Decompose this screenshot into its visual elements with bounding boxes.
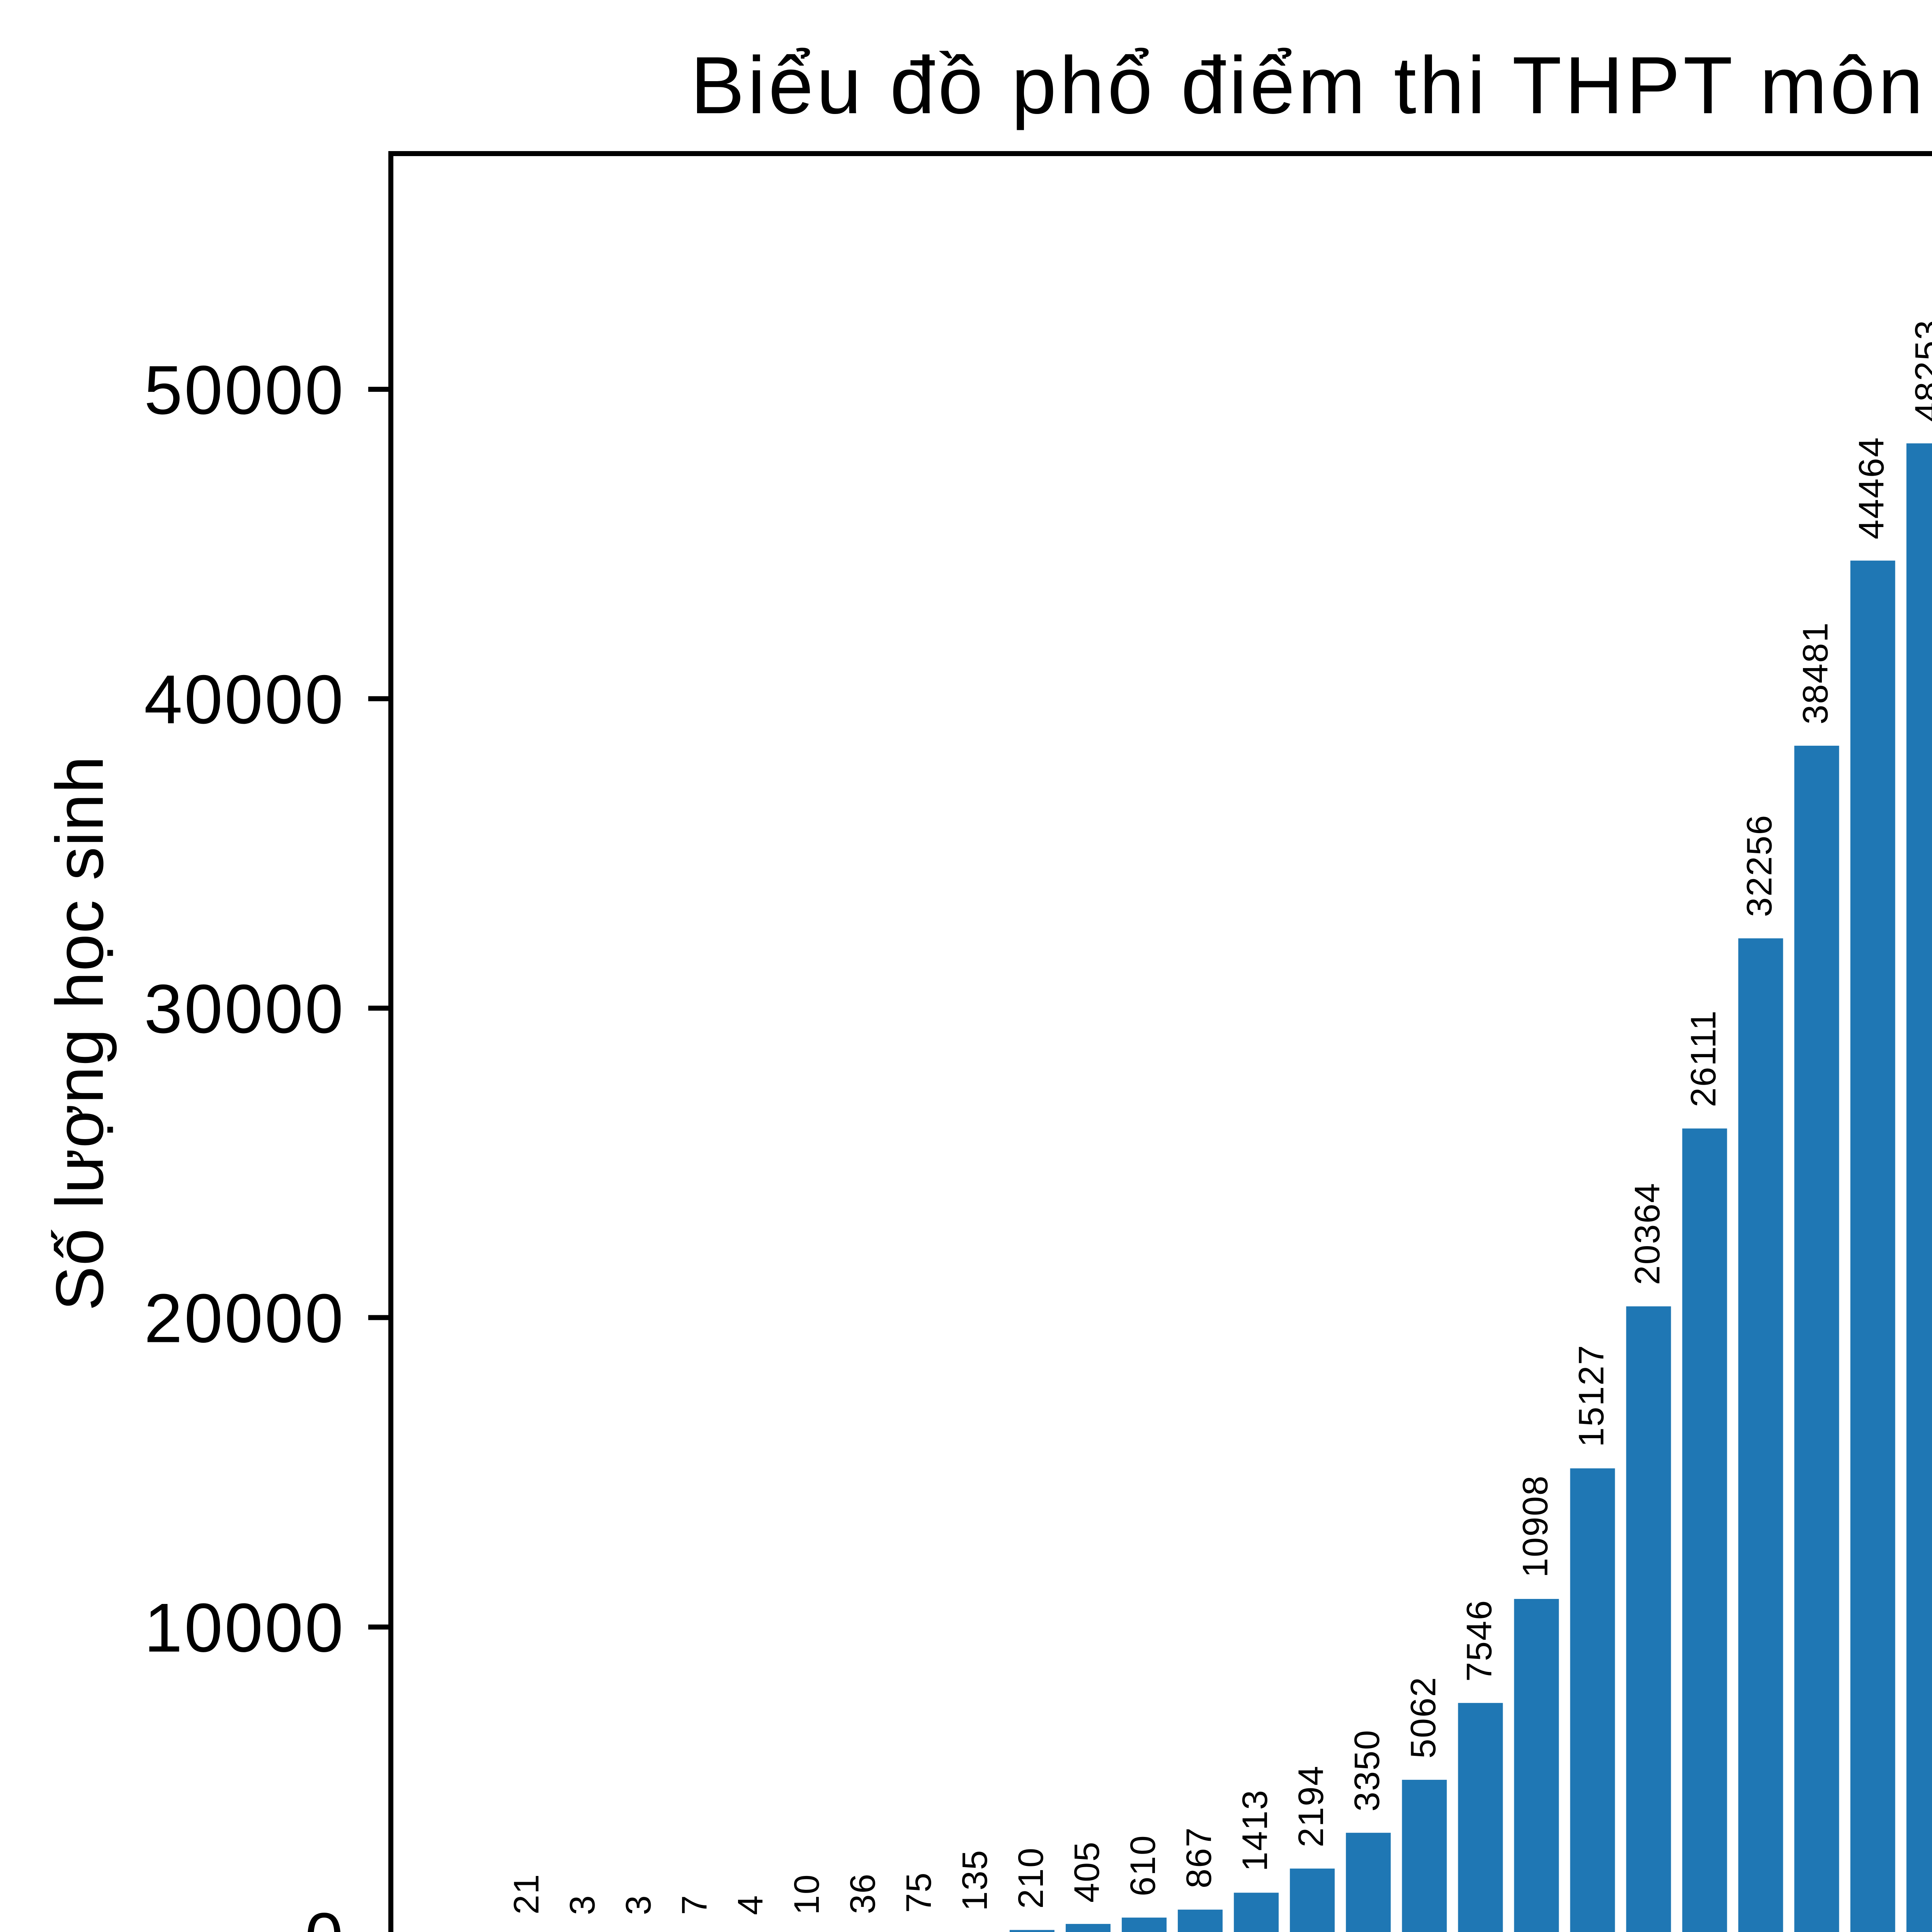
svg-text:75: 75 [899, 1872, 939, 1913]
svg-text:610: 610 [1123, 1835, 1163, 1896]
svg-text:2194: 2194 [1291, 1765, 1331, 1847]
svg-text:38481: 38481 [1796, 622, 1835, 724]
svg-text:36: 36 [843, 1873, 883, 1914]
svg-text:3: 3 [563, 1895, 602, 1915]
svg-text:30000: 30000 [144, 970, 345, 1048]
svg-text:Số lượng học sinh: Số lượng học sinh [42, 755, 117, 1311]
svg-text:5062: 5062 [1403, 1676, 1443, 1759]
svg-text:135: 135 [955, 1849, 995, 1911]
svg-text:50000: 50000 [144, 351, 345, 429]
svg-text:10: 10 [787, 1874, 827, 1915]
svg-text:26111: 26111 [1684, 1010, 1723, 1107]
svg-text:Biểu đồ phổ điểm thi THPT môn: Biểu đồ phổ điểm thi THPT môn Địa lí - n… [690, 40, 1932, 131]
svg-text:44464: 44464 [1852, 437, 1891, 539]
svg-text:7: 7 [675, 1895, 714, 1915]
svg-text:20000: 20000 [144, 1279, 345, 1357]
svg-text:867: 867 [1179, 1827, 1219, 1889]
svg-text:3350: 3350 [1347, 1730, 1387, 1812]
svg-text:15127: 15127 [1572, 1344, 1611, 1447]
svg-text:0: 0 [305, 1898, 345, 1932]
svg-text:7546: 7546 [1459, 1600, 1499, 1682]
svg-text:20364: 20364 [1628, 1182, 1667, 1285]
svg-text:3: 3 [619, 1895, 658, 1915]
svg-text:10908: 10908 [1515, 1475, 1555, 1578]
svg-text:1413: 1413 [1235, 1789, 1275, 1872]
svg-text:32256: 32256 [1740, 815, 1779, 917]
svg-text:10000: 10000 [144, 1589, 345, 1666]
svg-text:48253: 48253 [1908, 320, 1932, 422]
svg-text:40000: 40000 [144, 661, 345, 738]
svg-text:21: 21 [507, 1873, 546, 1914]
svg-text:4: 4 [731, 1895, 770, 1915]
svg-text:405: 405 [1067, 1841, 1107, 1903]
svg-text:210: 210 [1011, 1847, 1051, 1909]
